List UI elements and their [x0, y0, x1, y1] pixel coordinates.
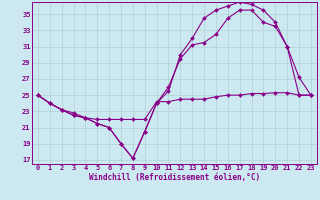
X-axis label: Windchill (Refroidissement éolien,°C): Windchill (Refroidissement éolien,°C) [89, 173, 260, 182]
